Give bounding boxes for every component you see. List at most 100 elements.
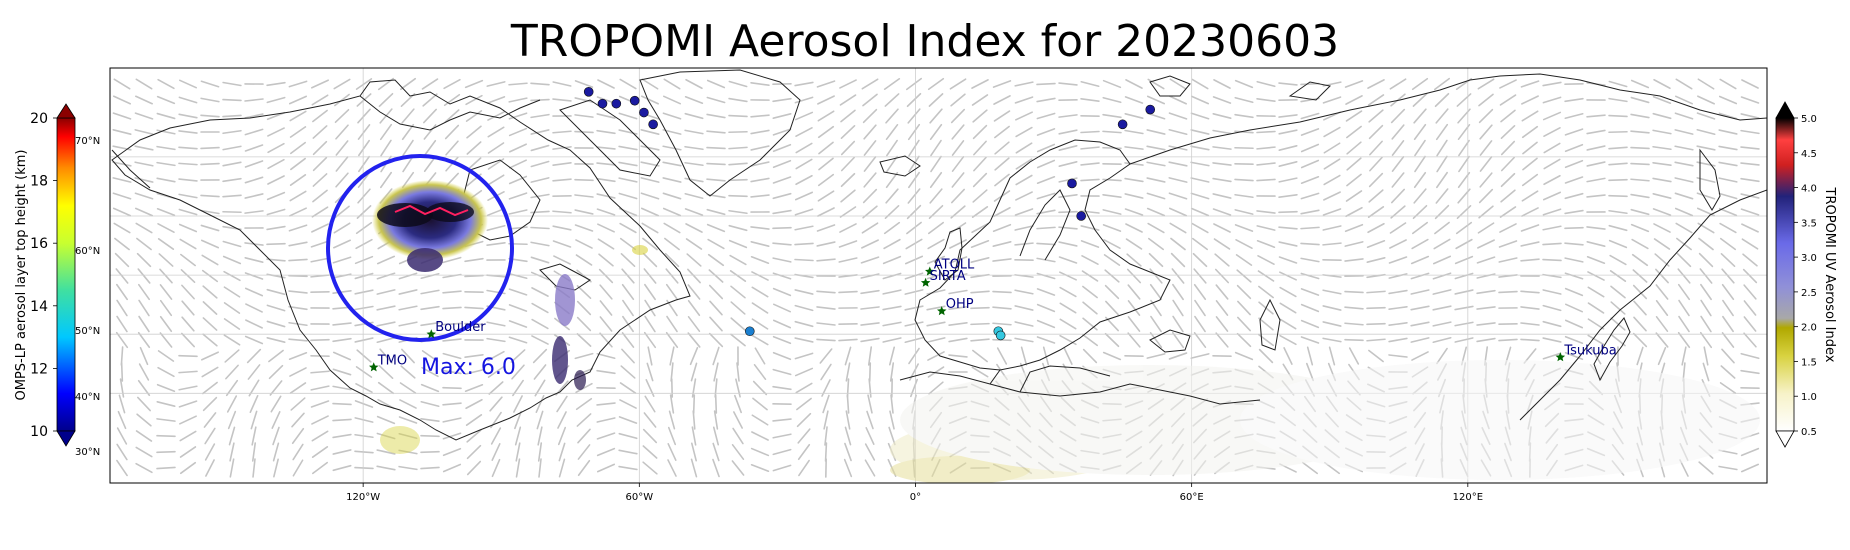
wind-arrow bbox=[1542, 289, 1562, 295]
wind-arrow bbox=[670, 362, 674, 382]
wind-arrow bbox=[1168, 352, 1188, 360]
wind-arrow bbox=[618, 177, 638, 183]
wind-arrow bbox=[706, 79, 726, 89]
wind-arrow bbox=[1103, 254, 1121, 266]
wind-arrow bbox=[376, 415, 396, 425]
wind-arrow bbox=[1520, 241, 1540, 247]
omps-point bbox=[995, 330, 1006, 341]
wind-arrow bbox=[1674, 207, 1694, 217]
wind-arrow bbox=[1719, 78, 1737, 90]
wind-arrow bbox=[1124, 208, 1144, 216]
wind-arrow bbox=[356, 349, 372, 363]
wind-arrow bbox=[443, 93, 461, 107]
wind-arrow bbox=[664, 252, 680, 268]
wind-arrow bbox=[420, 305, 440, 311]
wind-arrow bbox=[1522, 157, 1538, 171]
wind-arrow bbox=[1059, 318, 1077, 330]
wind-arrow bbox=[641, 222, 659, 234]
wind-arrow bbox=[951, 156, 965, 172]
wind-arrow bbox=[1675, 222, 1693, 234]
wind-arrow bbox=[399, 77, 417, 91]
wind-arrow bbox=[1500, 156, 1516, 172]
wind-arrow bbox=[1080, 130, 1100, 134]
wind-arrow bbox=[334, 93, 350, 107]
wind-arrow bbox=[576, 333, 592, 347]
wind-arrow bbox=[1455, 238, 1473, 250]
wind-arrow bbox=[795, 174, 813, 186]
wind-arrow bbox=[119, 378, 125, 398]
wind-arrow bbox=[1345, 95, 1363, 105]
wind-arrow bbox=[948, 273, 968, 279]
wind-arrow bbox=[1520, 80, 1540, 88]
station-label: SIRTA bbox=[930, 269, 966, 284]
wind-arrow bbox=[731, 444, 745, 460]
wind-arrow bbox=[1300, 112, 1320, 120]
wind-arrow bbox=[1590, 347, 1602, 365]
wind-arrow bbox=[442, 322, 462, 326]
wind-arrow bbox=[996, 347, 1008, 365]
wind-arrow bbox=[1036, 319, 1056, 329]
wind-arrow bbox=[817, 125, 835, 139]
wind-arrow bbox=[750, 241, 770, 247]
wind-arrow bbox=[862, 108, 878, 124]
wind-arrow bbox=[1036, 303, 1056, 313]
wind-arrow bbox=[1036, 226, 1056, 230]
wind-arrow bbox=[423, 139, 437, 157]
wind-arrow bbox=[1234, 79, 1254, 89]
wind-arrow bbox=[1413, 123, 1427, 141]
wind-arrow bbox=[1520, 322, 1540, 326]
wind-arrow bbox=[222, 255, 242, 265]
wind-arrow bbox=[272, 426, 280, 446]
wind-arrow bbox=[1214, 268, 1230, 284]
wind-arrow bbox=[1278, 145, 1298, 151]
wind-arrow bbox=[868, 378, 872, 398]
wind-arrow bbox=[1410, 337, 1430, 343]
wind-arrow bbox=[1432, 336, 1452, 344]
left-colorbar-tick-label: 16 bbox=[30, 236, 48, 252]
wind-arrow bbox=[860, 337, 880, 343]
wind-arrow bbox=[203, 412, 217, 428]
wind-arrow bbox=[244, 176, 264, 184]
wind-arrow bbox=[1721, 283, 1735, 301]
wind-arrow bbox=[1499, 94, 1517, 106]
wind-arrow bbox=[667, 426, 677, 446]
wind-arrow bbox=[311, 415, 329, 425]
station-label: TMO bbox=[377, 353, 407, 368]
wind-arrow bbox=[311, 445, 329, 459]
wind-arrow bbox=[1236, 332, 1252, 348]
wind-arrow bbox=[1434, 92, 1450, 108]
wind-arrow bbox=[794, 367, 814, 377]
wind-arrow bbox=[376, 289, 396, 295]
wind-arrow bbox=[728, 178, 748, 182]
wind-arrow bbox=[134, 192, 154, 200]
wind-arrow bbox=[1743, 316, 1757, 332]
wind-arrow bbox=[728, 162, 748, 166]
omps-point bbox=[611, 98, 622, 109]
latitude-label: 50°N bbox=[75, 326, 100, 337]
wind-arrow bbox=[1171, 268, 1185, 284]
wind-arrow bbox=[1058, 82, 1078, 86]
wind-arrow bbox=[1323, 142, 1341, 154]
wind-arrow bbox=[1718, 112, 1738, 120]
wind-arrow bbox=[1192, 237, 1208, 251]
wind-arrow bbox=[1367, 94, 1385, 106]
wind-arrow bbox=[684, 161, 704, 167]
wind-arrow bbox=[1212, 113, 1232, 119]
wind-arrow bbox=[1234, 146, 1254, 150]
wind-arrow bbox=[1608, 239, 1628, 249]
wind-arrow bbox=[1476, 322, 1496, 326]
wind-arrow bbox=[1234, 178, 1254, 182]
wind-arrow bbox=[376, 336, 396, 344]
wind-arrow bbox=[692, 410, 696, 430]
wind-arrow bbox=[508, 82, 528, 86]
wind-arrow bbox=[1521, 190, 1539, 202]
wind-arrow bbox=[1148, 252, 1164, 268]
wind-arrow bbox=[1542, 191, 1562, 201]
wind-arrow bbox=[1543, 142, 1561, 154]
wind-arrow bbox=[1081, 255, 1099, 265]
wind-arrow bbox=[662, 95, 682, 105]
wind-arrow bbox=[530, 160, 550, 168]
wind-arrow bbox=[1346, 173, 1362, 187]
wind-arrow bbox=[1015, 191, 1033, 201]
